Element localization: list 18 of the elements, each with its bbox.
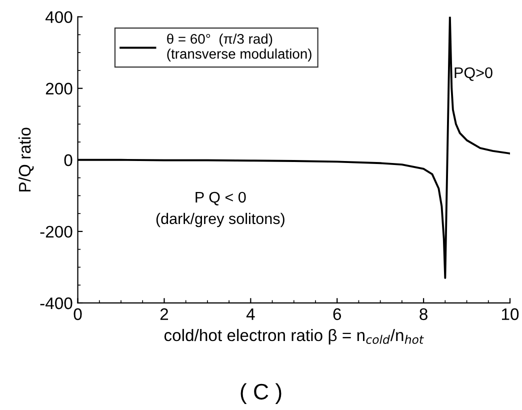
annotation: PQ>0 xyxy=(454,67,492,81)
y-tick-label: -400 xyxy=(40,297,72,310)
x-axis-title: cold/hot electron ratio β = n$_{cold}$/n$_{hot}$ xyxy=(164,328,424,344)
text: ( C ) xyxy=(240,383,282,404)
annotation: P Q < 0 xyxy=(196,192,246,206)
y-tick-label: 0 xyxy=(64,154,72,166)
y-tick-label: 400 xyxy=(45,11,72,24)
y-axis-title: P/Q ratio xyxy=(18,128,34,192)
x-tick-label: 8 xyxy=(420,308,428,320)
annotation: (dark/grey solitons) xyxy=(156,212,284,228)
legend-label: θ = 60° (π/3 rad) (transverse modulation) xyxy=(167,34,312,62)
y-tick-label: -200 xyxy=(40,226,72,238)
x-tick-label: 0 xyxy=(74,308,82,320)
x-tick-label: 6 xyxy=(333,308,342,320)
x-tick-label: 2 xyxy=(160,308,168,320)
x-tick-label: 10 xyxy=(502,308,519,320)
y-tick-label: 200 xyxy=(46,82,72,95)
x-tick-label: 4 xyxy=(246,308,255,320)
